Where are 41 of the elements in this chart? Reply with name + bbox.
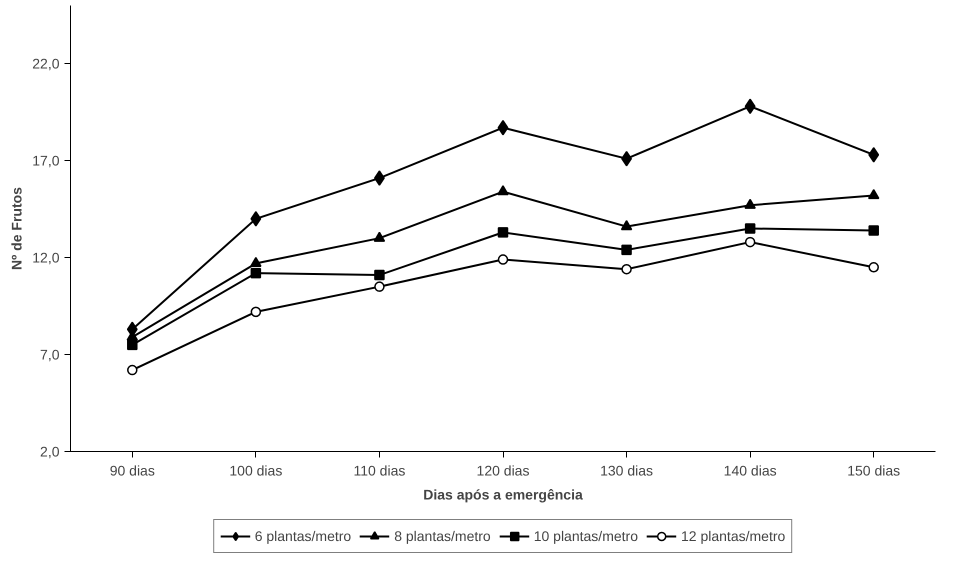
point [744,223,756,234]
point [250,211,262,227]
point [744,236,756,248]
point [127,340,138,350]
y-tick-label: 12,0 [32,250,60,266]
x-axis-title: Dias após a emergência [423,486,583,502]
point [127,364,138,376]
point [621,244,632,256]
point [868,189,880,200]
y-axis-title: Nº de Frutos [8,186,24,270]
x-tick-label: 140 dias [724,462,777,478]
point [744,98,756,114]
y-tick-label: 2,0 [40,444,60,460]
point [497,185,509,196]
y-tick-label: 22,0 [32,56,60,72]
point [498,254,508,265]
legend-label: 10 plantas/metro [534,528,638,544]
x-tick-label: 150 dias [847,462,900,478]
point [498,227,508,238]
point [374,232,386,242]
y-tick-label: 17,0 [32,152,60,169]
point [621,264,632,274]
point [744,198,756,209]
x-tick-label: 120 dias [476,462,530,478]
x-tick-label: 100 dias [229,462,282,478]
point [374,281,385,292]
y-tick-label: 7,0 [40,346,60,363]
legend-label: 6 plantas/metro [254,528,352,544]
point [250,256,262,268]
point [868,147,880,163]
legend-label: 8 plantas/metro [394,528,491,544]
point [620,220,632,230]
point [868,262,879,273]
legend-label: 12 plantas/metro [681,528,786,544]
x-tick-label: 130 dias [600,462,654,478]
point [250,268,262,278]
point [250,306,262,318]
x-tick-label: 110 dias [353,462,406,478]
x-tick-label: 90 dias [110,462,155,478]
point [868,225,879,236]
point [374,270,385,280]
